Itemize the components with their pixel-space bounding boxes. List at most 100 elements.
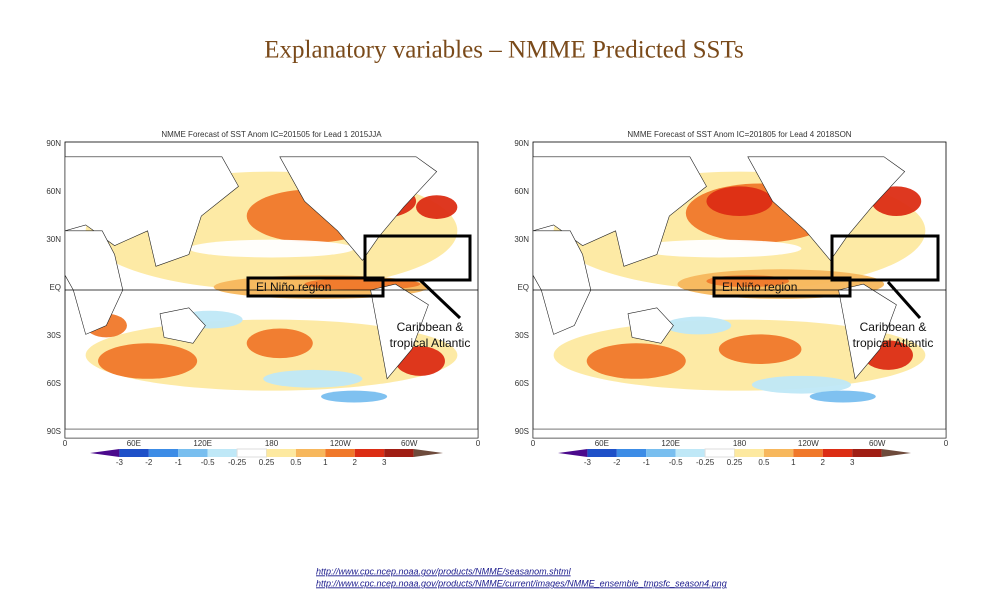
colorbar-swatch: [148, 449, 179, 457]
colorbar-swatch: [178, 449, 208, 457]
pointer: [886, 281, 922, 319]
lat-label: 90S: [47, 427, 61, 436]
el-nino-box: [246, 276, 385, 298]
lon-label: 60W: [869, 439, 886, 448]
anomaly-patch: [98, 343, 198, 379]
colorbar-swatch: [413, 449, 443, 457]
atlantic-label: Caribbean &: [397, 320, 464, 334]
lat-label: 30S: [515, 331, 529, 340]
lat-label: EQ: [49, 283, 61, 292]
colorbar-swatch: [325, 449, 355, 457]
lat-label: 60S: [47, 379, 61, 388]
anomaly-patch: [321, 390, 388, 403]
el-nino-box: [712, 276, 852, 298]
maps: NMME Forecast of SST Anom IC=201505 for …: [46, 130, 948, 467]
colorbar-swatch: [763, 449, 794, 457]
colorbar-swatch: [236, 448, 267, 458]
colorbar-label: -2: [613, 458, 621, 467]
lon-label: 0: [531, 439, 536, 448]
land: [533, 230, 592, 335]
colorbar-label: 0.25: [259, 458, 275, 467]
land: [533, 428, 946, 438]
anomaly-patch: [263, 369, 363, 388]
colorbar-label: -0.25: [228, 458, 247, 467]
colorbar-label: -3: [584, 458, 592, 467]
colorbar-swatch: [384, 449, 414, 457]
colorbar-label: -1: [643, 458, 651, 467]
land: [838, 283, 897, 380]
lon-label: 0: [476, 439, 481, 448]
colorbar-swatch: [852, 449, 882, 457]
map: NMME Forecast of SST Anom IC=201505 for …: [46, 130, 480, 467]
atlantic-label: tropical Atlantic: [390, 336, 471, 350]
anomaly-patch: [706, 186, 773, 216]
anomaly-patch: [636, 239, 802, 258]
lat-label: 60S: [515, 379, 529, 388]
colorbar-label: 2: [353, 458, 358, 467]
el-nino-label: El Niño region: [722, 280, 797, 294]
lat-label: 30N: [46, 235, 61, 244]
colorbar-swatch: [266, 449, 296, 457]
atlantic-box: [363, 234, 472, 282]
anomaly-patch: [188, 239, 355, 258]
lon-label: 60E: [595, 439, 609, 448]
lat-label: 30N: [514, 235, 529, 244]
lon-label: 0: [944, 439, 949, 448]
land: [533, 156, 707, 267]
anomaly-patch: [416, 195, 458, 219]
land: [65, 428, 478, 438]
colorbar-label: 0.25: [727, 458, 743, 467]
lon-label: 120E: [193, 439, 212, 448]
link[interactable]: http://www.cpc.ncep.noaa.gov/products/NM…: [316, 578, 727, 588]
atlantic-label: tropical Atlantic: [853, 336, 934, 350]
colorbar-label: -3: [116, 458, 124, 467]
land: [370, 283, 429, 380]
el-nino-label: El Niño region: [256, 280, 331, 294]
lon-label: 120E: [661, 439, 680, 448]
land: [65, 230, 124, 335]
lon-label: 180: [733, 439, 747, 448]
slide-title: Explanatory variables – NMME Predicted S…: [264, 37, 743, 64]
link[interactable]: http://www.cpc.ncep.noaa.gov/products/NM…: [316, 566, 572, 576]
colorbar-label: 0.5: [758, 458, 770, 467]
colorbar-label: 3: [850, 458, 855, 467]
colorbar-swatch: [354, 449, 385, 457]
land: [65, 156, 239, 267]
lon-label: 0: [63, 439, 68, 448]
colorbar-label: 3: [382, 458, 387, 467]
colorbar-swatch: [207, 449, 238, 457]
lon-label: 60E: [127, 439, 141, 448]
colorbar-swatch: [119, 449, 149, 457]
colorbar-label: 1: [791, 458, 796, 467]
map: NMME Forecast of SST Anom IC=201805 for …: [514, 130, 948, 467]
lat-label: EQ: [517, 283, 529, 292]
lon-label: 180: [265, 439, 279, 448]
colorbar-swatch: [295, 449, 326, 457]
anomaly-patch: [809, 390, 876, 403]
colorbar-swatch: [822, 449, 853, 457]
colorbar-swatch: [558, 449, 588, 457]
colorbar-label: 2: [821, 458, 826, 467]
colorbar-swatch: [90, 449, 120, 457]
land: [627, 307, 674, 344]
colorbar-swatch: [616, 449, 647, 457]
anomaly-patch: [718, 334, 802, 365]
colorbar-swatch: [675, 449, 706, 457]
colorbar-label: -0.25: [696, 458, 715, 467]
anomaly-patch: [665, 316, 732, 335]
colorbar-label: -2: [145, 458, 153, 467]
lon-label: 120W: [330, 439, 351, 448]
colorbar-label: 0.5: [290, 458, 302, 467]
lon-label: 120W: [798, 439, 819, 448]
colorbar-swatch: [881, 449, 911, 457]
colorbar-swatch: [646, 449, 676, 457]
colorbar-label: -0.5: [669, 458, 683, 467]
colorbar-swatch: [587, 449, 617, 457]
colorbar-label: -1: [175, 458, 183, 467]
anomaly-patch: [751, 375, 852, 394]
colorbar-label: -0.5: [201, 458, 215, 467]
anomaly-patch: [246, 328, 313, 359]
colorbar-swatch: [734, 449, 764, 457]
lat-label: 90N: [46, 139, 61, 148]
lat-label: 30S: [47, 331, 61, 340]
